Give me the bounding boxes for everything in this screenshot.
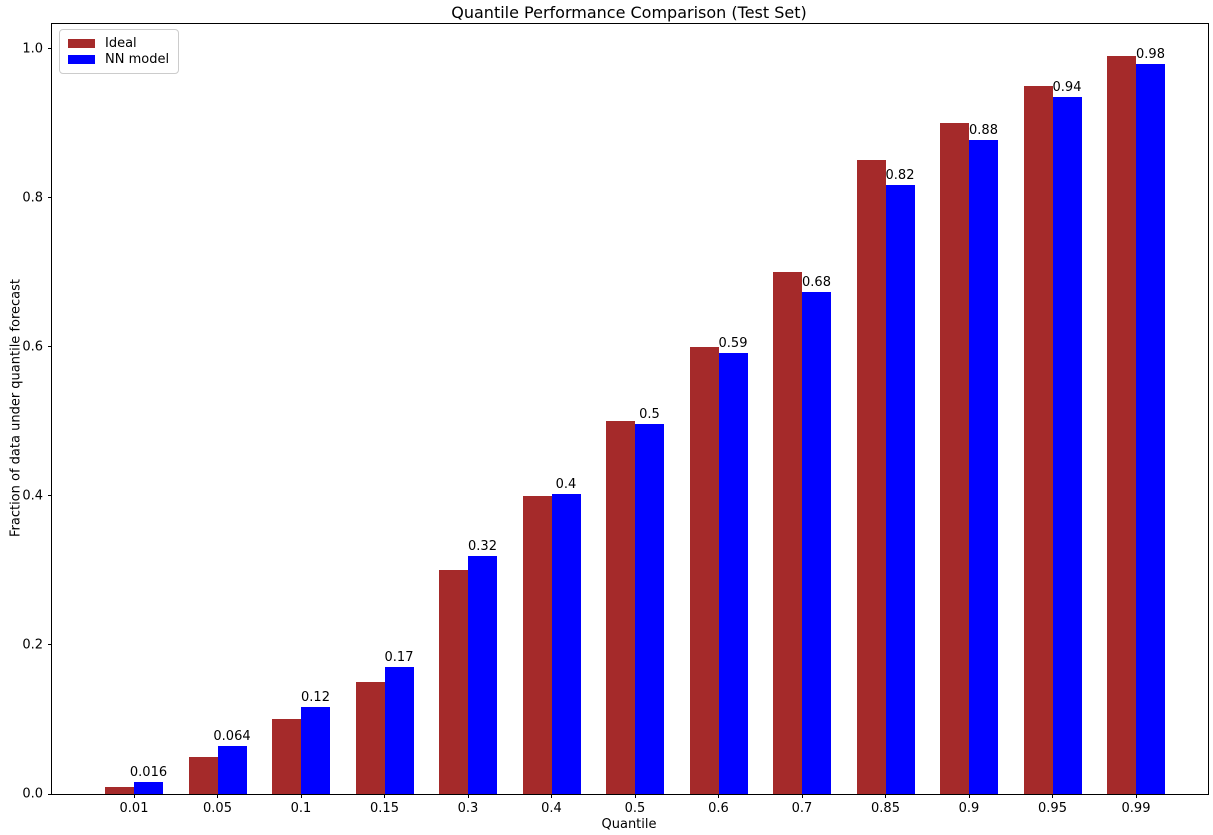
y-tick-label: 1.0 — [22, 41, 43, 56]
x-tick — [384, 794, 385, 798]
legend: Ideal NN model — [59, 29, 179, 74]
bar-value-label: 0.98 — [1136, 47, 1165, 63]
bar-ideal-0.6 — [689, 346, 719, 794]
bar-value-label: 0.32 — [468, 539, 497, 555]
x-tick-label: 0.4 — [541, 801, 562, 816]
x-tick — [467, 794, 469, 798]
bar-value-label: 0.4 — [555, 476, 577, 492]
x-tick — [133, 794, 135, 798]
x-tick — [634, 794, 636, 798]
x-tick-label: 0.95 — [1038, 801, 1067, 816]
x-tick-label: 0.15 — [370, 801, 399, 816]
x-tick — [1135, 794, 1137, 798]
x-tick-label: 0.85 — [871, 801, 900, 816]
y-tick-label: 0.0 — [22, 786, 43, 802]
x-tick-label: 0.01 — [119, 801, 149, 816]
y-axis-label: Fraction of data under quantile forecast — [8, 278, 24, 538]
x-tick — [1052, 794, 1053, 798]
legend-label-ideal: Ideal — [105, 35, 137, 51]
legend-swatch-nn-model — [68, 55, 95, 65]
legend-swatch-ideal — [68, 38, 95, 48]
bar-ideal-0.15 — [355, 682, 385, 794]
bar-value-label: 0.88 — [969, 123, 998, 139]
plot-area: Ideal NN model 0.016 0.01 0.064 0.05 0.12 0.1… — [22, 23, 1209, 816]
bar-nn-model-0.85 — [885, 184, 915, 794]
y-tick — [48, 48, 52, 49]
bar-ideal-0.7 — [773, 272, 802, 794]
y-tick-label: 0.6 — [22, 339, 43, 355]
bar-nn-model-0.4 — [551, 493, 581, 794]
bar-nn-model-0.1 — [301, 706, 330, 794]
x-tick-label: 0.7 — [791, 801, 813, 816]
bar-value-label: 0.94 — [1052, 79, 1082, 95]
bar-value-label: 0.5 — [639, 406, 660, 422]
bar-nn-model-0.95 — [1052, 96, 1082, 794]
x-axis-label: Quantile — [601, 817, 657, 832]
bar-ideal-0.9 — [940, 123, 969, 794]
bar-nn-model-0.9 — [969, 140, 998, 794]
bar-nn-model-0.3 — [468, 556, 497, 794]
bar-ideal-0.95 — [1023, 85, 1053, 794]
bar-nn-model-0.15 — [384, 666, 414, 794]
y-tick-label: 0.8 — [22, 190, 43, 206]
bar-nn-model-0.99 — [1136, 64, 1165, 794]
bar-value-label: 0.17 — [384, 649, 414, 665]
y-tick-label: 0.2 — [22, 637, 43, 653]
y-tick — [48, 197, 52, 199]
x-tick-label: 0.05 — [203, 801, 232, 816]
bar-value-label: 0.59 — [718, 335, 748, 351]
legend-item-ideal: Ideal — [68, 35, 170, 52]
bar-ideal-0.85 — [856, 160, 886, 794]
x-tick — [300, 794, 302, 798]
bar-value-label: 0.12 — [301, 689, 330, 705]
legend-item-nn-model: NN model — [68, 52, 170, 69]
bar-ideal-0.4 — [522, 495, 552, 794]
x-tick-label: 0.1 — [290, 801, 312, 816]
x-tick — [968, 794, 970, 798]
chart-title: Quantile Performance Comparison (Test Se… — [451, 3, 807, 22]
x-tick-label: 0.9 — [958, 801, 980, 816]
x-tick — [217, 794, 218, 798]
legend-label-nn-model: NN model — [105, 52, 170, 68]
bar-ideal-0.5 — [606, 421, 635, 794]
bar-nn-model-0.6 — [718, 352, 748, 794]
y-tick — [48, 495, 52, 497]
x-tick — [718, 794, 719, 798]
bar-ideal-0.3 — [439, 570, 468, 794]
x-tick — [801, 794, 803, 798]
x-tick-label: 0.6 — [708, 801, 729, 816]
y-tick — [48, 644, 52, 646]
x-tick-label: 0.5 — [624, 801, 646, 816]
y-tick-label: 0.4 — [22, 488, 43, 504]
bar-nn-model-0.05 — [217, 746, 247, 794]
bar-value-label: 0.68 — [802, 274, 831, 290]
bar-value-label: 0.016 — [129, 765, 168, 781]
bar-nn-model-0.01 — [134, 782, 163, 794]
bar-value-label: 0.82 — [885, 167, 915, 183]
bar-ideal-0.99 — [1107, 55, 1136, 794]
y-tick — [48, 346, 52, 348]
x-tick — [551, 794, 552, 798]
bar-ideal-0.01 — [105, 786, 134, 794]
bar-ideal-0.1 — [272, 719, 301, 794]
bar-ideal-0.05 — [188, 756, 218, 794]
bar-value-label: 0.064 — [213, 729, 251, 745]
x-tick-label: 0.3 — [457, 801, 479, 816]
y-tick — [48, 793, 52, 795]
x-tick — [885, 794, 886, 798]
bar-nn-model-0.5 — [635, 423, 664, 794]
x-tick-label: 0.99 — [1121, 801, 1151, 816]
bar-nn-model-0.7 — [802, 291, 831, 794]
